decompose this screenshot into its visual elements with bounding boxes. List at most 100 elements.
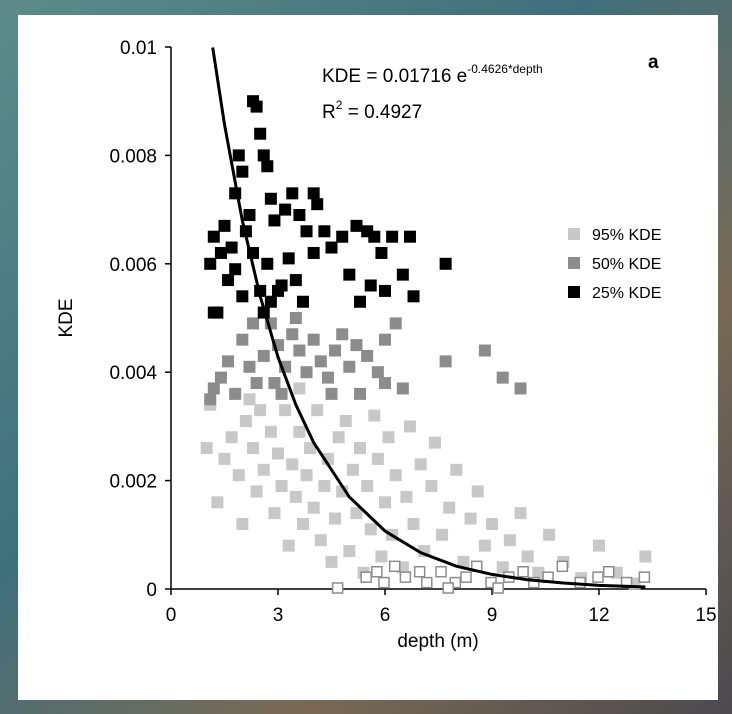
data-point [364, 279, 377, 292]
data-point [296, 295, 309, 308]
data-point [225, 431, 238, 444]
data-point [471, 485, 484, 498]
data-point [602, 565, 615, 578]
data-point [222, 355, 235, 368]
data-point [293, 382, 306, 395]
data-point [236, 517, 249, 530]
r-squared-text: R [322, 102, 336, 123]
data-point [428, 436, 441, 449]
data-point [243, 360, 256, 373]
y-tick-label: 0.01 [120, 38, 157, 59]
data-point [386, 230, 399, 243]
data-point [279, 404, 292, 417]
data-point [514, 382, 527, 395]
data-point [307, 333, 320, 346]
x-tick-label: 9 [487, 605, 498, 626]
data-point [382, 431, 395, 444]
data-point [282, 539, 295, 552]
data-point [264, 425, 277, 438]
data-point [375, 246, 388, 259]
data-point [311, 198, 324, 211]
data-point [311, 404, 324, 417]
data-point [486, 517, 498, 530]
data-point [478, 539, 491, 552]
data-point [460, 571, 472, 583]
data-point [331, 582, 344, 594]
data-point [211, 496, 224, 509]
data-point [496, 561, 509, 574]
data-point [250, 100, 263, 113]
r-squared-value: = 0.4927 [342, 102, 422, 123]
data-point [532, 566, 545, 579]
x-tick-label: 15 [695, 605, 716, 626]
data-point [336, 230, 349, 243]
data-point [413, 565, 426, 578]
data-point [350, 507, 363, 520]
data-point [286, 187, 299, 200]
data-point [343, 360, 356, 373]
x-tick-label: 3 [273, 605, 284, 626]
data-point [528, 576, 540, 589]
data-point [229, 263, 242, 276]
data-point [293, 344, 306, 357]
data-point [371, 366, 384, 379]
data-point [503, 534, 516, 547]
data-point [307, 501, 320, 514]
data-point [343, 268, 356, 281]
data-point [222, 274, 235, 287]
data-point [388, 560, 401, 573]
data-point [229, 387, 242, 400]
data-point [307, 246, 320, 259]
data-point [435, 565, 447, 578]
data-point [496, 371, 509, 384]
equation-exponent: -0.4626*depth [467, 62, 542, 76]
data-point [293, 209, 306, 222]
data-point [204, 257, 217, 270]
data-point [250, 377, 263, 390]
data-point [325, 555, 338, 568]
legend-swatch [568, 286, 580, 298]
data-point [339, 414, 352, 427]
data-point [450, 463, 463, 476]
fit-curve [211, 47, 646, 589]
data-point [399, 571, 412, 583]
data-point [243, 209, 256, 222]
x-tick-label: 6 [380, 605, 391, 626]
data-point [478, 344, 491, 357]
data-point [350, 219, 363, 232]
data-point [307, 187, 320, 200]
data-point [329, 512, 342, 525]
legend-swatch [568, 257, 580, 269]
data-point [514, 507, 527, 520]
data-point [254, 127, 267, 140]
data-point [257, 149, 270, 162]
data-point [407, 290, 420, 303]
legend-label: 25% KDE [592, 285, 661, 302]
data-point [257, 463, 270, 476]
data-point [379, 284, 391, 297]
data-point [264, 192, 277, 205]
y-tick-label: 0.006 [109, 255, 157, 276]
legend-swatch [568, 228, 580, 240]
data-point [275, 279, 288, 292]
data-point [360, 571, 372, 583]
data-point [200, 442, 213, 455]
data-point [250, 485, 263, 498]
data-point [443, 501, 456, 514]
data-point [243, 393, 256, 406]
data-point [207, 230, 220, 243]
data-point [350, 339, 363, 352]
data-point [329, 344, 342, 357]
data-point [592, 571, 604, 583]
data-point [375, 550, 388, 563]
y-tick-label: 0 [146, 580, 157, 601]
data-point [264, 295, 277, 308]
data-point [379, 377, 391, 390]
legend-label: 95% KDE [592, 227, 661, 244]
data-point [300, 469, 313, 482]
data-point [218, 452, 231, 465]
data-point [332, 431, 345, 444]
data-point [261, 160, 274, 173]
data-point [425, 480, 438, 493]
